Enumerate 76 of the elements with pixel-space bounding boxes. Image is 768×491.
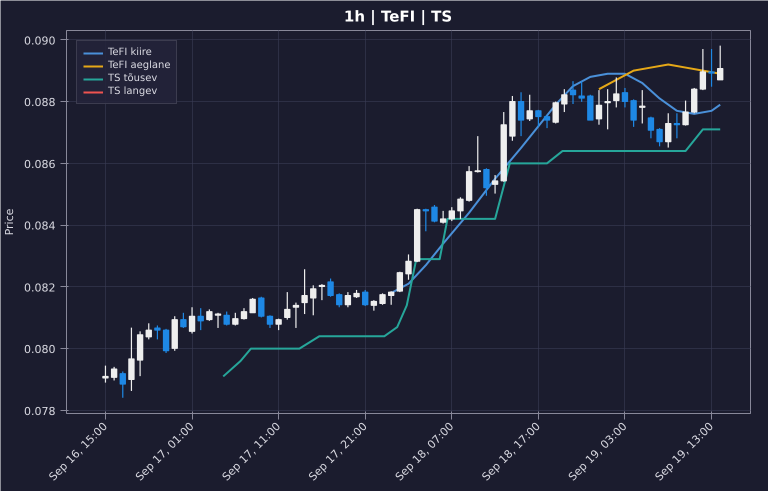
candlestick xyxy=(146,322,152,340)
candlestick xyxy=(440,210,446,224)
candlestick xyxy=(648,116,654,139)
y-tick-label: 0.084 xyxy=(24,220,56,233)
candlestick xyxy=(492,174,498,194)
y-axis-title: Price xyxy=(3,208,16,236)
y-tick-label: 0.090 xyxy=(24,34,56,48)
candlestick xyxy=(102,365,109,384)
candlestick xyxy=(188,306,196,334)
candlestick xyxy=(198,308,204,331)
candlestick xyxy=(700,48,706,91)
y-tick-label: 0.080 xyxy=(24,343,56,356)
candlestick xyxy=(682,100,689,126)
candlestick xyxy=(405,254,412,280)
candlestick xyxy=(154,324,161,340)
candlestick xyxy=(396,271,404,293)
candlestick xyxy=(578,80,585,102)
candlestick xyxy=(691,87,698,114)
candlestick xyxy=(622,87,628,108)
candlestick xyxy=(604,88,611,130)
candlestick xyxy=(474,136,481,174)
y-tick-label: 0.088 xyxy=(24,96,56,110)
candlestick xyxy=(388,290,394,306)
candlestick xyxy=(284,292,290,320)
candlestick xyxy=(128,327,135,392)
legend-label: TeFI aeglane xyxy=(108,60,170,71)
candlestick xyxy=(370,300,378,312)
candlestick xyxy=(665,112,672,148)
candlestick xyxy=(266,314,274,329)
candlestick xyxy=(596,90,602,126)
candlestick xyxy=(483,168,490,196)
candlestick xyxy=(544,114,550,129)
candlestick xyxy=(570,80,576,105)
candlestick xyxy=(552,100,559,124)
candlestick xyxy=(639,90,646,124)
candlestick xyxy=(223,310,230,326)
candlestick xyxy=(448,206,455,222)
candlestick xyxy=(310,284,316,316)
candlestick xyxy=(275,318,282,331)
candlestick xyxy=(327,278,334,298)
candlestick xyxy=(561,88,568,113)
candlestick xyxy=(717,45,724,81)
candlestick xyxy=(180,312,187,329)
y-tick-label: 0.078 xyxy=(24,404,56,418)
legend-label: TS langev xyxy=(108,86,158,97)
candlestick xyxy=(344,292,352,308)
candlestick xyxy=(656,128,663,147)
y-tick-label: 0.082 xyxy=(24,281,56,294)
candlestick xyxy=(613,76,620,108)
candlestick xyxy=(708,48,715,88)
candlestick xyxy=(362,289,368,307)
candlestick xyxy=(240,308,248,320)
legend-label: TS tõusev xyxy=(108,73,158,84)
candlestick xyxy=(162,328,170,354)
legend-label: TeFI kiire xyxy=(108,47,152,58)
candlestick xyxy=(232,312,239,326)
candlestick xyxy=(336,292,342,308)
candlestick xyxy=(630,98,637,128)
candlestick xyxy=(422,208,429,232)
y-tick-label: 0.086 xyxy=(24,158,56,171)
candlestick xyxy=(120,370,126,398)
candlestick xyxy=(214,312,222,329)
candlestick xyxy=(535,109,542,128)
candlestick xyxy=(457,196,464,220)
candlestick xyxy=(379,292,386,306)
chart-title: 1h | TeFI | TS xyxy=(344,8,452,26)
candlestick xyxy=(301,268,308,315)
candlestick xyxy=(518,92,524,137)
candlestick xyxy=(318,283,326,301)
candlestick xyxy=(258,296,264,318)
candlestick xyxy=(526,94,533,122)
candlestick xyxy=(249,297,256,314)
candlestick xyxy=(206,308,213,322)
candlestick xyxy=(674,112,680,139)
candlestick xyxy=(110,366,118,382)
candlestick xyxy=(431,204,438,223)
